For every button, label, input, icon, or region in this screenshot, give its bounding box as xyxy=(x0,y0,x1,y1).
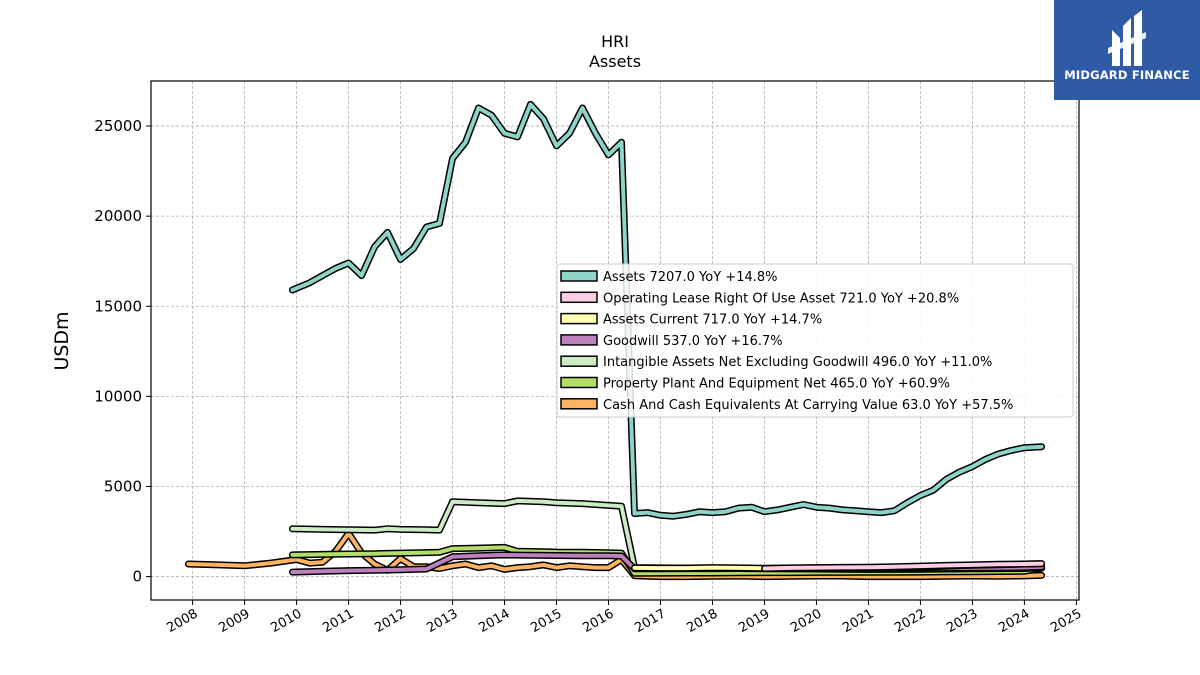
x-tick-label: 2014 xyxy=(476,606,512,636)
x-tick-label: 2013 xyxy=(424,606,460,636)
series-line xyxy=(186,531,1044,579)
series-line xyxy=(762,561,1044,571)
legend-entry: Cash And Cash Equivalents At Carrying Va… xyxy=(603,398,1013,413)
x-tick-label: 2018 xyxy=(684,606,720,636)
chart-title: HRI xyxy=(601,32,629,51)
y-tick-label: 10000 xyxy=(94,387,142,405)
x-tick-label: 2020 xyxy=(788,606,824,636)
legend-swatch xyxy=(560,291,598,304)
legend-entry: Assets 7207.0 YoY +14.8% xyxy=(603,270,778,285)
x-tick-label: 2022 xyxy=(892,606,928,636)
y-axis-label: USDm xyxy=(51,311,73,370)
y-tick-label: 15000 xyxy=(94,297,142,315)
legend-swatch xyxy=(560,398,598,410)
y-tick-label: 25000 xyxy=(94,117,142,135)
legend-swatch xyxy=(560,355,598,367)
grid xyxy=(151,81,1079,600)
y-tick-label: 5000 xyxy=(104,477,142,495)
x-tick-label: 2008 xyxy=(164,606,200,636)
x-tick-label: 2009 xyxy=(216,606,252,636)
x-tick-label: 2012 xyxy=(372,606,408,636)
x-tick-label: 2023 xyxy=(944,606,980,636)
series-cash-and-cash-equivalents-at-carrying-value xyxy=(184,529,1046,581)
series-operating-lease-right-of-use-asset xyxy=(761,560,1046,572)
brand-logo: MIDGARD FINANCE xyxy=(1054,0,1200,100)
series-assets xyxy=(288,100,1046,520)
plot-frame xyxy=(150,80,1080,601)
x-tick-label: 2024 xyxy=(996,606,1032,636)
x-tick-label: 2021 xyxy=(840,606,876,636)
midgard-logo-icon xyxy=(1108,10,1146,66)
x-tick-label: 2016 xyxy=(580,606,616,636)
x-tick-label: 2015 xyxy=(528,606,564,636)
brand-name: MIDGARD FINANCE xyxy=(1064,68,1190,82)
legend-entry: Operating Lease Right Of Use Asset 721.0… xyxy=(603,291,959,306)
legend-box xyxy=(556,263,1074,418)
legend-swatch xyxy=(560,270,598,282)
legend-swatch xyxy=(560,312,598,325)
x-tick-label: 2025 xyxy=(1048,606,1084,636)
x-tick-label: 2010 xyxy=(268,606,304,636)
y-tick-label: 20000 xyxy=(94,207,142,225)
y-tick-label: 0 xyxy=(132,568,142,586)
series-lines xyxy=(184,100,1046,581)
legend-entry: Assets Current 717.0 YoY +14.7% xyxy=(603,313,822,328)
legend-entry: Intangible Assets Net Excluding Goodwill… xyxy=(603,355,992,370)
series-line xyxy=(290,102,1044,519)
legend-entry: Goodwill 537.0 YoY +16.7% xyxy=(603,334,783,349)
legend: Assets 7207.0 YoY +14.8% Operating Lease … xyxy=(556,263,1074,418)
legend-swatch xyxy=(560,376,598,389)
x-tick-label: 2017 xyxy=(632,606,668,636)
legend-entry: Property Plant And Equipment Net 465.0 Y… xyxy=(603,377,950,392)
x-tick-label: 2011 xyxy=(320,606,356,636)
chart-subtitle: Assets xyxy=(589,52,641,71)
legend-swatch xyxy=(560,334,598,346)
x-tick-label: 2019 xyxy=(736,606,772,636)
